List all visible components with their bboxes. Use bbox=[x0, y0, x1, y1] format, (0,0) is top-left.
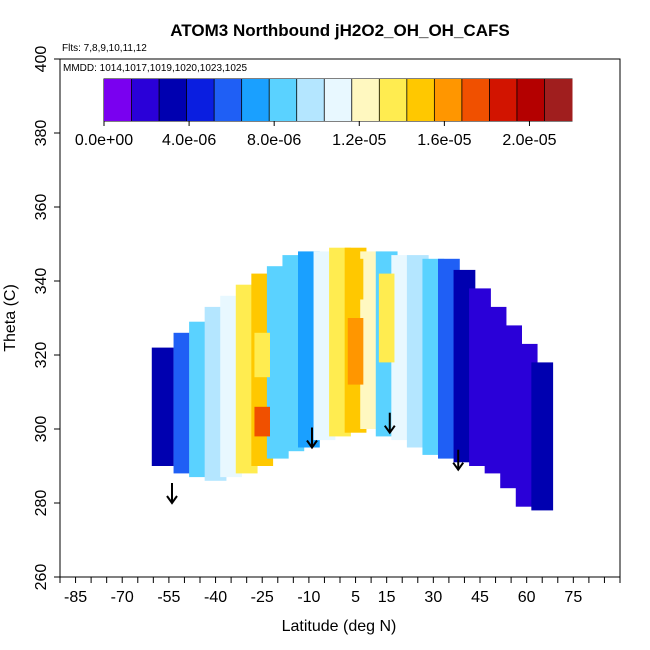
colorbar-swatch bbox=[131, 79, 160, 121]
y-tick-label: 280 bbox=[33, 490, 50, 517]
colorbar-swatch bbox=[489, 79, 518, 121]
x-tick-label: 30 bbox=[424, 589, 442, 606]
heatmap-hotspot bbox=[254, 406, 270, 437]
colorbar-tick-label: 2.0e-05 bbox=[502, 132, 556, 149]
arrow-marker bbox=[306, 427, 318, 450]
x-tick-label: -25 bbox=[251, 589, 274, 606]
arrow-marker bbox=[166, 483, 178, 505]
colorbar-swatch bbox=[406, 79, 435, 121]
flights-note: Flts: 7,8,9,10,11,12 bbox=[62, 43, 147, 54]
x-tick-label: 15 bbox=[378, 589, 396, 606]
colorbar-tick-label: 1.2e-05 bbox=[332, 132, 386, 149]
colorbar-tick-label: 1.6e-05 bbox=[417, 132, 471, 149]
heatmap-layer bbox=[151, 247, 554, 511]
colorbar-swatch bbox=[159, 79, 188, 121]
heatmap-hotspot bbox=[347, 258, 364, 300]
x-tick-label: -70 bbox=[111, 589, 134, 606]
colorbar-tick-label: 8.0e-06 bbox=[247, 132, 301, 149]
arrow-layer bbox=[166, 412, 465, 505]
y-tick-label: 380 bbox=[33, 120, 50, 147]
x-axis: -85 -70 -55 -40 -25 -10 5 15 30 45 60 75 bbox=[59, 577, 621, 606]
colorbar-swatch bbox=[214, 79, 243, 121]
colorbar-tick-label: 0.0e+00 bbox=[75, 132, 133, 149]
arrow-marker bbox=[452, 449, 465, 472]
y-tick-label: 300 bbox=[33, 416, 50, 443]
y-tick-label: 320 bbox=[33, 342, 50, 369]
y-tick-label: 340 bbox=[33, 268, 50, 295]
heatmap-hotspot bbox=[254, 332, 270, 378]
colorbar-ticks: 0.0e+00 4.0e-06 8.0e-06 1.2e-05 1.6e-05 2.0e-… bbox=[75, 121, 557, 149]
x-tick-label: 60 bbox=[518, 589, 536, 606]
x-tick-label: -10 bbox=[297, 589, 320, 606]
colorbar-swatch bbox=[544, 79, 573, 121]
y-tick-label: 360 bbox=[33, 194, 50, 221]
colorbar-swatch bbox=[269, 79, 298, 121]
colorbar-swatch bbox=[516, 79, 545, 121]
x-tick-label: -40 bbox=[204, 589, 227, 606]
x-axis-label: Latitude (deg N) bbox=[282, 618, 397, 635]
x-tick-label: 75 bbox=[564, 589, 582, 606]
heatmap-cell bbox=[531, 362, 554, 511]
colorbar-swatch bbox=[104, 79, 133, 121]
colorbar-swatch bbox=[186, 79, 215, 121]
y-axis-label: Theta (C) bbox=[2, 284, 19, 352]
colorbar-swatch bbox=[379, 79, 408, 121]
colorbar-swatch bbox=[461, 79, 490, 121]
y-tick-label: 400 bbox=[33, 46, 50, 73]
arrow-marker bbox=[383, 412, 396, 435]
x-tick-label: -85 bbox=[64, 589, 87, 606]
x-tick-label: 45 bbox=[471, 589, 489, 606]
colorbar-swatch bbox=[434, 79, 463, 121]
x-tick-label: 5 bbox=[351, 589, 360, 606]
chart-title: ATOM3 Northbound jH2O2_OH_OH_CAFS bbox=[170, 21, 509, 40]
y-tick-label: 260 bbox=[33, 564, 50, 591]
colorbar-tick-label: 4.0e-06 bbox=[162, 132, 216, 149]
heatmap-hotspot bbox=[347, 318, 364, 385]
colorbar bbox=[104, 79, 573, 121]
heatmap-cell bbox=[151, 347, 174, 466]
colorbar-swatch bbox=[241, 79, 270, 121]
x-tick-label: -55 bbox=[157, 589, 180, 606]
colorbar-swatch bbox=[351, 79, 380, 121]
heatmap-hotspot bbox=[378, 273, 395, 363]
colorbar-swatch bbox=[296, 79, 325, 121]
dates-note: MMDD: 1014,1017,1019,1020,1023,1025 bbox=[63, 63, 247, 74]
y-axis: 260 280 300 320 340 360 380 400 bbox=[33, 46, 60, 591]
colorbar-swatch bbox=[324, 79, 353, 121]
